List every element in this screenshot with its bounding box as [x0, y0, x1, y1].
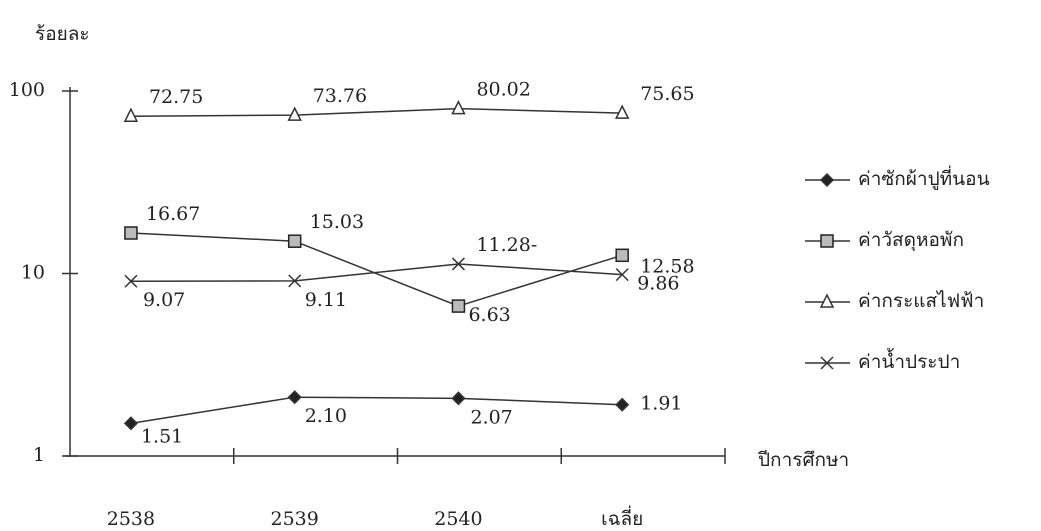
data-point — [614, 104, 630, 119]
data-label: 9.07 — [143, 289, 185, 311]
data-label: 2.07 — [470, 406, 512, 428]
data-label: 16.67 — [146, 203, 200, 225]
y-tick-label: 100 — [9, 79, 45, 101]
data-label: 75.65 — [640, 83, 694, 105]
data-point — [287, 390, 302, 405]
data-point — [451, 257, 465, 271]
data-point — [287, 234, 302, 248]
series-line — [130, 263, 623, 282]
data-label: 72.75 — [149, 86, 203, 108]
y-axis-label: ร้อยละ — [35, 23, 90, 45]
data-point — [287, 106, 302, 121]
data-label: 80.02 — [476, 79, 530, 101]
data-label: 1.91 — [640, 393, 682, 415]
legend-label: ค่าวัสดุหอพัก — [858, 229, 964, 252]
data-label: 1.51 — [141, 425, 183, 447]
series-line — [130, 107, 623, 117]
legend-label: ค่าซักผ้าปูที่นอน — [858, 165, 990, 190]
data-label: 11.28- — [476, 234, 537, 256]
legend-marker — [820, 234, 834, 248]
data-point — [451, 391, 466, 406]
data-point — [123, 107, 139, 122]
legend-label: ค่ากระแสไฟฟ้า — [858, 290, 984, 312]
data-point — [615, 397, 630, 412]
y-tick-label: 1 — [33, 444, 45, 466]
data-label: 9.11 — [305, 289, 347, 311]
data-label: 2.10 — [305, 405, 347, 427]
data-label: 9.86 — [637, 273, 679, 295]
data-point — [124, 274, 138, 288]
data-point — [451, 299, 466, 313]
x-tick-label: เฉลี่ย — [601, 505, 643, 530]
x-tick-label: 2539 — [271, 508, 319, 530]
data-label: 6.63 — [468, 304, 510, 326]
data-point — [615, 248, 629, 263]
data-point — [615, 268, 629, 282]
data-label: 12.58 — [640, 255, 694, 277]
legend-label: ค่าน้ำประปา — [858, 348, 960, 373]
legend-marker — [819, 172, 835, 188]
data-label: 73.76 — [313, 85, 367, 107]
x-tick-label: 2540 — [434, 508, 482, 530]
data-point — [451, 99, 466, 115]
y-tick-label: 10 — [21, 262, 45, 284]
data-point — [288, 274, 302, 288]
data-point — [123, 416, 138, 431]
legend-marker — [820, 356, 834, 370]
series-line — [130, 232, 623, 307]
series-line — [130, 396, 623, 425]
data-point — [124, 226, 138, 240]
x-tick-label: 2538 — [107, 508, 155, 530]
data-label: 15.03 — [310, 211, 364, 233]
x-axis-label: ปีการศึกษา — [757, 449, 849, 471]
legend-marker — [819, 293, 835, 308]
